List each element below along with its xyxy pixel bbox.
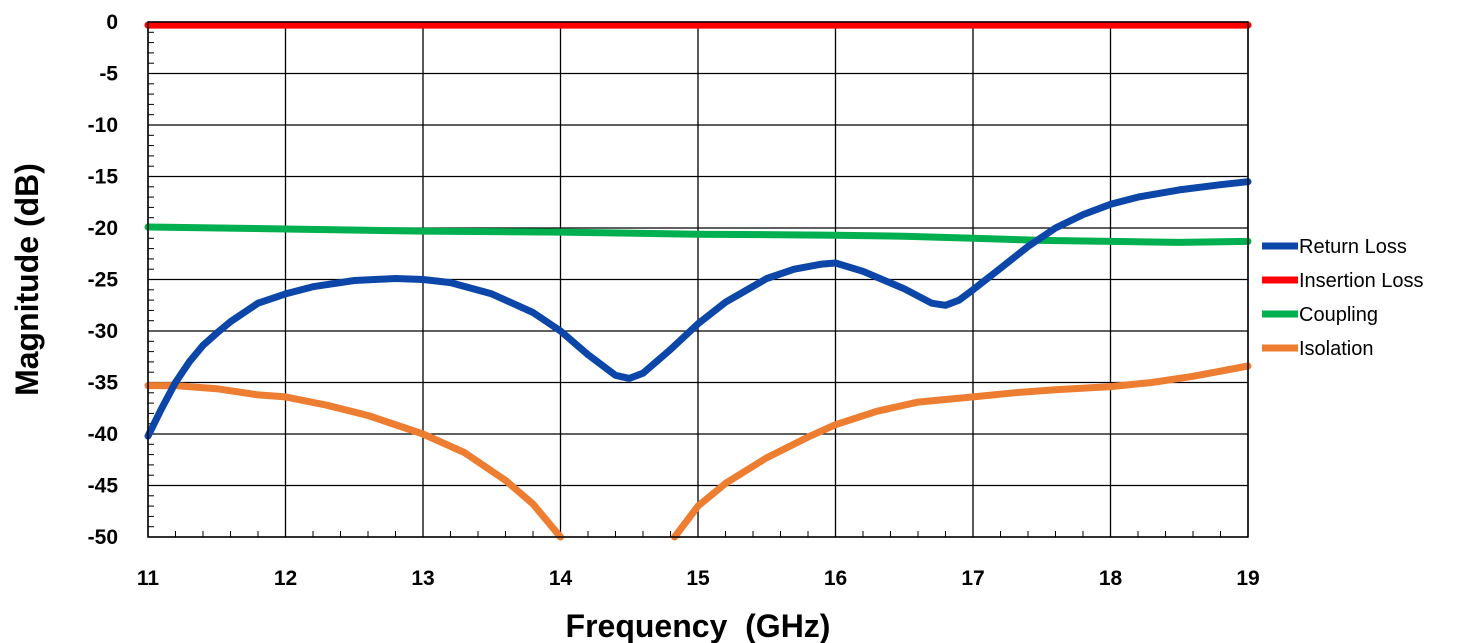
- y-tick-label: -5: [99, 63, 118, 86]
- x-axis-title: Frequency (GHz): [566, 608, 831, 643]
- legend-label: Return Loss: [1299, 236, 1407, 258]
- y-tick-label: -25: [88, 269, 119, 292]
- y-axis-title: Magnitude (dB): [9, 163, 45, 396]
- y-tick-label: 0: [106, 11, 118, 34]
- x-tick-label: 12: [274, 567, 297, 590]
- x-tick-label: 13: [411, 567, 434, 590]
- series-layer: [144, 21, 1252, 541]
- x-tick-label: 11: [137, 567, 160, 590]
- series-line-isolation: [671, 362, 1252, 541]
- series-line-coupling: [144, 223, 1252, 246]
- x-tick-label: 19: [1236, 567, 1259, 590]
- y-tick-labels: 0 -5 -10 -15 -20 -25 -30 -35 -40 -45 -50: [88, 11, 119, 549]
- x-tick-label: 14: [549, 567, 573, 590]
- legend-label: Coupling: [1299, 304, 1378, 326]
- x-tick-label: 18: [1099, 567, 1123, 590]
- y-tick-label: -45: [88, 475, 119, 498]
- series-line-isolation: [144, 382, 564, 541]
- minor-ticks: [147, 21, 1249, 538]
- x-tick-label: 15: [686, 567, 710, 590]
- y-tick-label: -10: [88, 114, 118, 137]
- x-tick-labels: 11 12 13 14 15 16 17 18 19: [137, 567, 1260, 590]
- plot-frame: [147, 21, 1249, 538]
- y-tick-label: -20: [88, 217, 118, 240]
- series-line-return-loss: [144, 178, 1252, 440]
- legend-label: Insertion Loss: [1299, 270, 1424, 292]
- y-tick-label: -50: [88, 526, 118, 549]
- x-tick-label: 16: [824, 567, 847, 590]
- y-tick-label: -30: [88, 320, 118, 343]
- y-tick-label: -40: [88, 423, 118, 446]
- y-tick-label: -15: [88, 166, 119, 189]
- x-tick-label: 17: [961, 567, 984, 590]
- y-tick-label: -35: [88, 372, 119, 395]
- grid-lines: [147, 21, 1249, 538]
- legend-label: Isolation: [1299, 338, 1374, 360]
- legend: Return Loss Insertion Loss Coupling Isolati…: [1262, 236, 1424, 360]
